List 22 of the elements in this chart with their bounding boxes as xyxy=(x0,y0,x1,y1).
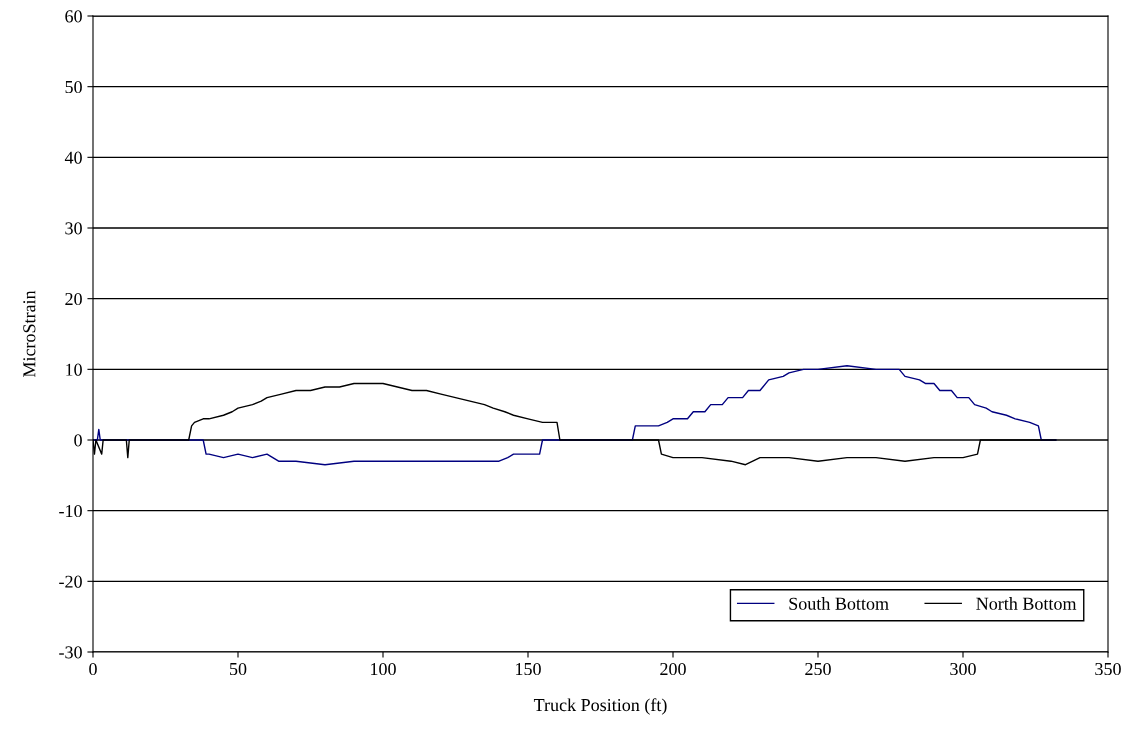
x-axis-title: Truck Position (ft) xyxy=(533,698,667,715)
y-tick-label: 20 xyxy=(65,292,82,306)
y-tick-label: 60 xyxy=(65,10,82,23)
x-tick-label: 250 xyxy=(805,662,831,676)
y-tick-label: -10 xyxy=(59,504,82,518)
y-axis-title: MicroStrain xyxy=(23,290,36,378)
x-tick-label: 100 xyxy=(371,662,396,676)
y-tick-label: -30 xyxy=(59,646,82,659)
legend-label: South Bottom xyxy=(789,597,889,610)
y-tick-label: 50 xyxy=(65,80,82,94)
y-tick-label: 40 xyxy=(64,151,82,164)
y-tick-label: 10 xyxy=(66,363,82,376)
legend-label: North Bottom xyxy=(976,597,1077,610)
x-tick-label: 300 xyxy=(950,662,976,676)
y-tick-label: 0 xyxy=(74,434,82,447)
x-tick-label: 200 xyxy=(660,662,686,676)
x-tick-label: 350 xyxy=(1095,662,1121,676)
y-tick-label: -20 xyxy=(59,575,82,588)
x-tick-label: 50 xyxy=(230,662,247,676)
x-tick-label: 0 xyxy=(89,662,97,676)
y-tick-label: 30 xyxy=(65,222,82,235)
x-tick-label: 150 xyxy=(516,662,541,676)
